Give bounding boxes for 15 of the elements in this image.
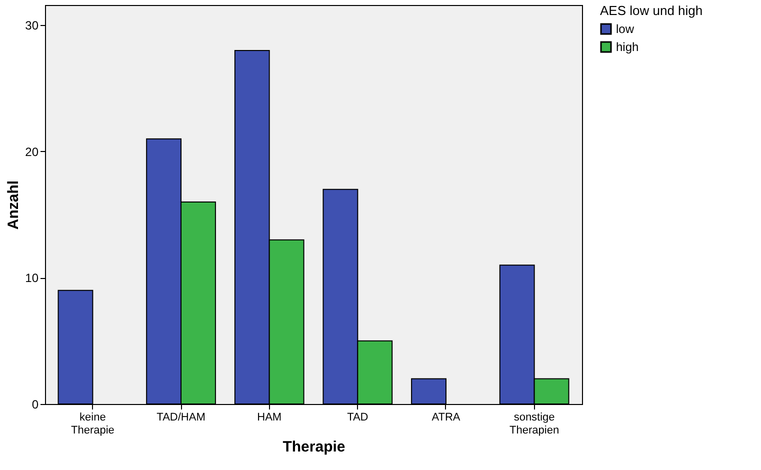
- y-tick-label: 0: [32, 398, 39, 412]
- legend-title: AES low und high: [600, 3, 703, 18]
- y-tick-label: 30: [25, 18, 39, 33]
- x-tick-label: HAM: [257, 412, 282, 424]
- x-tick-label: keine Therapie: [70, 412, 114, 436]
- y-tick-label: 20: [25, 144, 39, 159]
- x-axis-title: Therapie: [282, 438, 346, 456]
- x-tick-label: ATRA: [432, 412, 461, 424]
- x-tick-label: TAD/HAM: [156, 412, 206, 424]
- legend-label: low: [616, 22, 634, 36]
- legend-label: high: [616, 40, 639, 54]
- y-axis-title: Anzahl: [5, 180, 22, 230]
- x-tick-label: sonstige Therapien: [510, 412, 560, 436]
- y-tick-label: 10: [25, 271, 39, 286]
- x-tick-label: TAD: [347, 412, 368, 424]
